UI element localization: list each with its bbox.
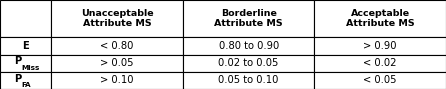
Text: < 0.05: < 0.05	[363, 75, 397, 85]
Bar	[0, 72, 51, 89]
Text: 0.02 to 0.05: 0.02 to 0.05	[219, 58, 279, 68]
Bar	[314, 55, 446, 72]
Text: > 0.10: > 0.10	[100, 75, 134, 85]
Text: FA: FA	[21, 82, 31, 88]
Text: E: E	[22, 41, 29, 51]
Bar	[183, 55, 314, 72]
Text: Acceptable
Attribute MS: Acceptable Attribute MS	[346, 9, 414, 28]
Bar	[51, 72, 183, 89]
Bar	[314, 72, 446, 89]
Bar	[0, 55, 51, 72]
Text: P: P	[14, 74, 21, 84]
Bar	[51, 0, 183, 37]
Bar	[183, 72, 314, 89]
Bar	[0, 37, 51, 55]
Text: 0.80 to 0.90: 0.80 to 0.90	[219, 41, 279, 51]
Text: > 0.05: > 0.05	[100, 58, 134, 68]
Bar	[183, 0, 314, 37]
Bar	[51, 37, 183, 55]
Text: < 0.80: < 0.80	[100, 41, 134, 51]
Bar	[183, 37, 314, 55]
Text: < 0.02: < 0.02	[363, 58, 397, 68]
Text: P: P	[14, 56, 21, 66]
Text: 0.05 to 0.10: 0.05 to 0.10	[219, 75, 279, 85]
Text: > 0.90: > 0.90	[363, 41, 397, 51]
Bar	[314, 0, 446, 37]
Text: Unacceptable
Attribute MS: Unacceptable Attribute MS	[81, 9, 153, 28]
Text: Miss: Miss	[21, 65, 40, 71]
Bar	[51, 55, 183, 72]
Bar	[314, 37, 446, 55]
Bar	[0, 0, 51, 37]
Text: Borderline
Attribute MS: Borderline Attribute MS	[215, 9, 283, 28]
